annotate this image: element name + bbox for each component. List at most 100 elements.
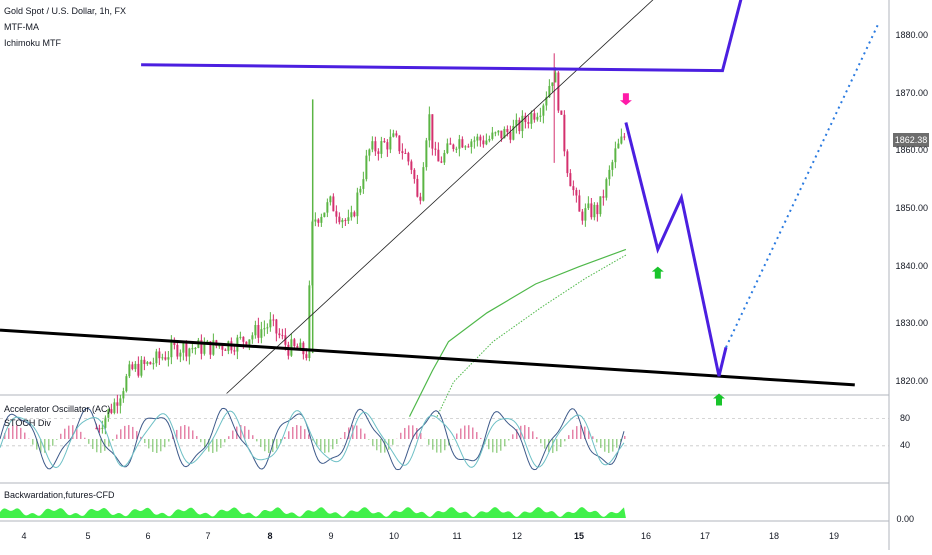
projection-dotted (726, 25, 878, 348)
candle-body (539, 116, 541, 117)
price-tick-label: 1830.00 (895, 318, 928, 328)
bottom-tick-label: 0.00 (896, 514, 914, 524)
date-tick-label: 12 (512, 531, 522, 541)
candle-body (356, 193, 358, 217)
ac-bar (532, 431, 534, 439)
candle-body (569, 173, 571, 186)
candle-body (164, 357, 166, 359)
ac-bar (232, 431, 234, 439)
candle-body (521, 116, 523, 131)
candle-body (581, 212, 583, 221)
ac-bar (576, 426, 578, 439)
candle-body (470, 141, 472, 147)
candle-body (425, 140, 427, 167)
ac-bar (476, 432, 478, 439)
candle-body (323, 213, 325, 217)
candle-body (578, 195, 580, 211)
candle-body (491, 133, 493, 139)
candle-body (134, 364, 136, 369)
candle-body (530, 113, 532, 124)
ac-bar (32, 439, 34, 445)
ac-bar (356, 426, 358, 439)
ac-bar (332, 439, 334, 449)
ac-bar (168, 439, 170, 442)
ac-bar (256, 439, 258, 441)
ac-bar (248, 430, 250, 439)
ac-bar (428, 439, 430, 445)
candle-body (242, 337, 244, 342)
candle-body (593, 205, 595, 217)
ac-bar (212, 439, 214, 453)
date-tick-label: 19 (829, 531, 839, 541)
projection-path (626, 123, 726, 377)
candle-body (368, 149, 370, 155)
candle-body (467, 146, 469, 147)
ac-bar (60, 434, 62, 439)
candle-body (386, 142, 388, 149)
candle-body (272, 320, 274, 321)
candle-body (605, 179, 607, 198)
ac-bar (508, 439, 510, 440)
candle-body (143, 360, 145, 364)
ac-bar (452, 439, 454, 440)
candle-body (233, 350, 235, 351)
candle-body (116, 402, 118, 405)
price-tick-label: 1870.00 (895, 88, 928, 98)
ac-bar (188, 427, 190, 439)
candle-body (395, 133, 397, 135)
ac-bar (260, 439, 262, 447)
ac-bar (116, 435, 118, 439)
candle-body (182, 343, 184, 353)
ac-bar (468, 425, 470, 439)
ac-bar (100, 439, 102, 453)
ac-bar (144, 439, 146, 443)
candle-body (488, 139, 490, 141)
ac-bar (460, 429, 462, 439)
candle-body (446, 143, 448, 153)
candle-body (113, 402, 115, 413)
candle-body (293, 339, 295, 346)
ac-bar (368, 439, 370, 440)
candle-body (275, 320, 277, 334)
candle-body (464, 146, 466, 147)
candle-body (338, 217, 340, 222)
ac-bar (344, 432, 346, 439)
ac-bar (216, 439, 218, 452)
candle-body (119, 398, 121, 405)
ac-bar (492, 439, 494, 452)
candle-body (140, 360, 142, 376)
candle-body (221, 346, 223, 350)
candle-body (359, 189, 361, 193)
ac-bar (496, 439, 498, 453)
ac-bar (572, 430, 574, 439)
ac-bar (472, 428, 474, 439)
ac-bar (336, 439, 338, 444)
candle-body (224, 350, 226, 351)
ac-bar (88, 439, 90, 444)
ac-bar (52, 439, 54, 446)
candle-body (590, 203, 592, 217)
candle-body (566, 151, 568, 173)
candle-body (476, 137, 478, 141)
ac-bar (600, 439, 602, 448)
price-tick-label: 1880.00 (895, 30, 928, 40)
ac-bar (444, 439, 446, 450)
resistance-line (141, 0, 743, 71)
candle-body (563, 115, 565, 152)
candle-body (404, 153, 406, 154)
ac-bar (324, 439, 326, 453)
ac-bar (180, 426, 182, 439)
ac-bar (148, 439, 150, 448)
candle-body (401, 151, 403, 153)
indicator-accelerator-oscillator: Accelerator Oscillator (AC) (4, 404, 111, 414)
candle-body (455, 149, 457, 150)
candle-body (131, 364, 133, 369)
ac-bar (464, 426, 466, 439)
candle-body (344, 220, 346, 221)
ac-bar (416, 428, 418, 439)
ac-bar (268, 439, 270, 453)
candle-body (620, 137, 622, 144)
ac-bar (184, 425, 186, 439)
